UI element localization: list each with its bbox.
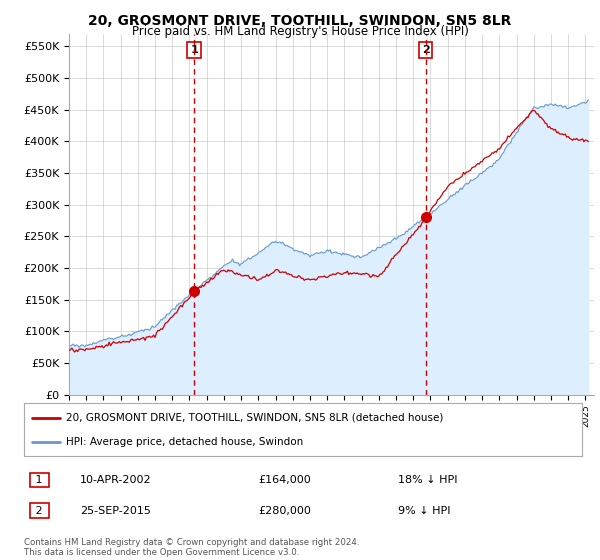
Text: 20, GROSMONT DRIVE, TOOTHILL, SWINDON, SN5 8LR (detached house): 20, GROSMONT DRIVE, TOOTHILL, SWINDON, S… [66, 413, 443, 423]
Text: 20, GROSMONT DRIVE, TOOTHILL, SWINDON, SN5 8LR: 20, GROSMONT DRIVE, TOOTHILL, SWINDON, S… [88, 14, 512, 28]
Text: Price paid vs. HM Land Registry's House Price Index (HPI): Price paid vs. HM Land Registry's House … [131, 25, 469, 38]
Text: £280,000: £280,000 [259, 506, 311, 516]
Text: 2: 2 [32, 506, 46, 516]
Text: 25-SEP-2015: 25-SEP-2015 [80, 506, 151, 516]
Text: 10-APR-2002: 10-APR-2002 [80, 475, 151, 485]
Text: 1: 1 [32, 475, 46, 485]
Text: 18% ↓ HPI: 18% ↓ HPI [398, 475, 457, 485]
Text: Contains HM Land Registry data © Crown copyright and database right 2024.
This d: Contains HM Land Registry data © Crown c… [24, 538, 359, 557]
Text: 9% ↓ HPI: 9% ↓ HPI [398, 506, 451, 516]
Text: £164,000: £164,000 [259, 475, 311, 485]
Text: HPI: Average price, detached house, Swindon: HPI: Average price, detached house, Swin… [66, 437, 303, 447]
Text: 1: 1 [190, 45, 198, 55]
Text: 2: 2 [422, 45, 430, 55]
